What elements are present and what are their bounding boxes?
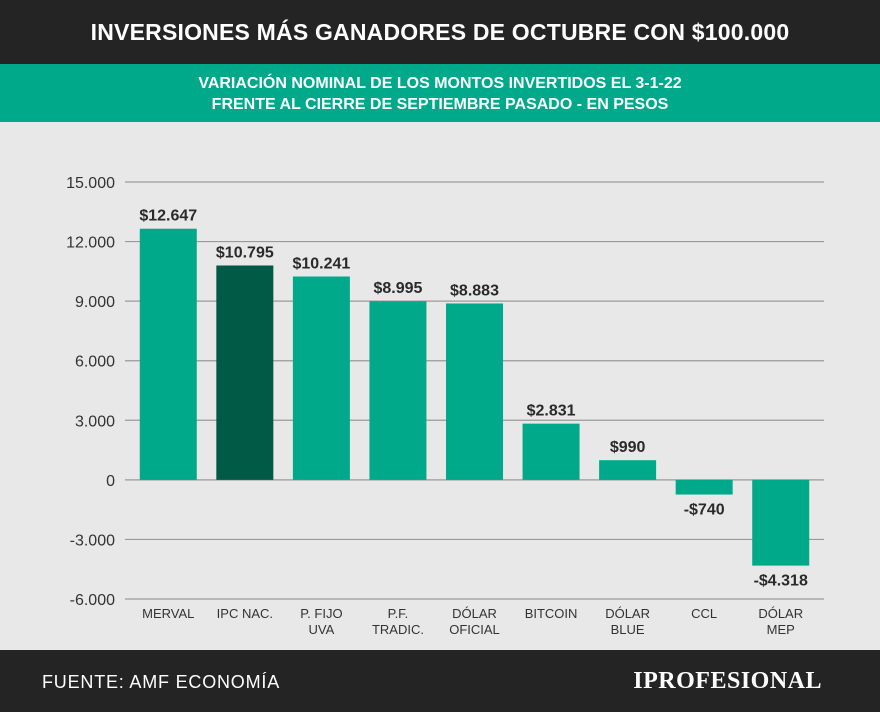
bar xyxy=(216,265,274,480)
subtitle-line-1: VARIACIÓN NOMINAL DE LOS MONTOS INVERTID… xyxy=(198,75,682,92)
data-label: $10.795 xyxy=(216,244,274,261)
bar xyxy=(675,479,733,495)
bar-chart: 15.000 12.000 9.000 6.000 3.000 0 -3.000 -6.000… xyxy=(66,175,824,637)
data-label: -$740 xyxy=(684,502,725,519)
y-tick-label: 12.000 xyxy=(66,235,115,252)
category-label: IPC NAC. xyxy=(217,606,273,621)
data-label: -$4.318 xyxy=(754,573,808,590)
chart-title: INVERSIONES MÁS GANADORES DE OCTUBRE CON… xyxy=(0,0,880,64)
category-label: BITCOIN xyxy=(525,606,578,621)
chart-subtitle: VARIACIÓN NOMINAL DE LOS MONTOS INVERTID… xyxy=(0,64,880,122)
category-label: BLUE xyxy=(611,622,645,637)
y-tick-label: 0 xyxy=(106,473,115,490)
category-label: UVA xyxy=(309,622,335,637)
category-label: CCL xyxy=(691,606,717,621)
category-label: DÓLAR xyxy=(758,606,803,621)
data-label: $10.241 xyxy=(292,256,350,273)
category-label: P.F. xyxy=(388,606,409,621)
data-label: $990 xyxy=(610,439,646,456)
plot-area: 15.000 12.000 9.000 6.000 3.000 0 -3.000 -6.000… xyxy=(0,122,880,650)
y-tick-label: 9.000 xyxy=(75,294,115,311)
data-label: $8.883 xyxy=(450,282,499,299)
y-tick-label: 15.000 xyxy=(66,175,115,192)
source-note: FUENTE: AMF ECONOMÍA xyxy=(42,672,281,692)
bar xyxy=(369,301,427,480)
bar xyxy=(599,460,657,480)
publisher-logo: IPROFESIONAL xyxy=(633,668,822,694)
category-label: MERVAL xyxy=(142,606,194,621)
y-tick-label: -6.000 xyxy=(70,592,115,609)
y-tick-label: 3.000 xyxy=(75,413,115,430)
bar xyxy=(139,228,197,480)
footer: FUENTE: AMF ECONOMÍA IPROFESIONAL xyxy=(0,650,880,712)
category-label: MEP xyxy=(767,622,795,637)
subtitle-line-2: FRENTE AL CIERRE DE SEPTIEMBRE PASADO - … xyxy=(211,96,669,113)
bar xyxy=(752,479,810,566)
category-label: OFICIAL xyxy=(449,622,500,637)
category-label: DÓLAR xyxy=(452,606,497,621)
bar xyxy=(446,303,503,480)
data-label: $2.831 xyxy=(527,403,576,420)
category-label: TRADIC. xyxy=(372,622,424,637)
category-label: DÓLAR xyxy=(605,606,650,621)
data-label: $12.647 xyxy=(139,208,197,225)
category-label: P. FIJO xyxy=(300,606,342,621)
y-tick-label: -3.000 xyxy=(70,532,115,549)
bar xyxy=(292,276,350,480)
y-tick-label: 6.000 xyxy=(75,354,115,371)
data-label: $8.995 xyxy=(373,280,422,297)
bar xyxy=(522,423,580,480)
